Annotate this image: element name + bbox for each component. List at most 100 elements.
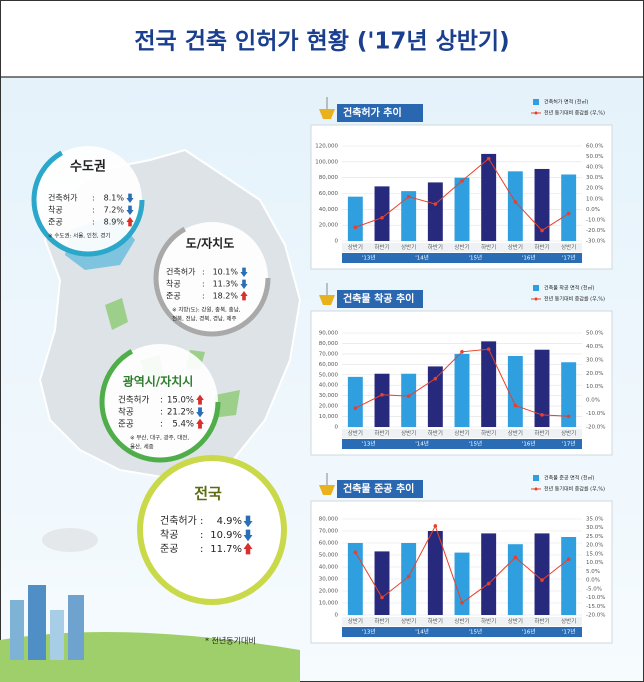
x-tick-label: 상반기 <box>454 243 469 251</box>
y-tick-label: 40,000 <box>319 207 339 213</box>
y-tick-label: 20,000 <box>319 404 339 410</box>
bar <box>401 373 417 427</box>
region-note: 전북, 전남, 경북, 경남, 제주 <box>172 315 237 323</box>
bowl-icon <box>319 109 335 119</box>
x-tick-label: 상반기 <box>508 243 523 251</box>
building <box>68 595 84 660</box>
y2-tick-label: 50.0% <box>586 331 603 337</box>
bar <box>534 533 550 615</box>
legend-swatch <box>533 285 539 291</box>
line-point <box>460 179 464 183</box>
row-label: 건축허가 <box>160 515 197 527</box>
x-tick-label: 상반기 <box>401 429 416 437</box>
legend-swatch <box>533 99 539 105</box>
year-label: '16년 <box>522 628 536 636</box>
y2-tick-label: 60.0% <box>586 144 603 150</box>
y2-tick-label: -20.0% <box>586 613 605 619</box>
map-metro <box>105 298 240 418</box>
y-tick-label: 0 <box>335 239 339 245</box>
row-value: 8.9% <box>104 218 125 227</box>
y-tick-label: 80,000 <box>319 341 339 347</box>
region-circle <box>31 143 145 257</box>
y-tick-label: 60,000 <box>319 191 339 197</box>
x-tick-label: 하반기 <box>481 617 496 625</box>
bar <box>561 362 577 427</box>
y-tick-label: 20,000 <box>319 223 339 229</box>
line-point <box>566 557 571 561</box>
header-band <box>1 1 643 77</box>
row-value: 8.1% <box>104 194 125 203</box>
legend-marker <box>534 487 538 491</box>
chart-title: 건축물 착공 추이 <box>343 292 414 305</box>
row-label: 착공 <box>118 408 134 418</box>
y2-tick-label: 10.0% <box>586 560 603 566</box>
y-tick-label: 0 <box>335 425 339 431</box>
year-label: '17년 <box>562 254 576 262</box>
row-label: 준공 <box>160 543 178 555</box>
y2-tick-label: -5.0% <box>586 586 602 592</box>
bar <box>454 353 470 427</box>
row-label: 준공 <box>48 218 63 227</box>
x-tick-label: 상반기 <box>401 243 416 251</box>
row-sep: : <box>92 218 95 227</box>
row-value: 10.1% <box>213 268 239 277</box>
bar <box>561 537 577 615</box>
bar <box>561 174 577 241</box>
category-row <box>342 243 582 252</box>
bar <box>374 186 390 241</box>
x-tick-label: 상반기 <box>401 617 416 625</box>
row-sep: : <box>202 280 205 289</box>
line-point <box>433 376 438 381</box>
year-label: '13년 <box>362 628 376 636</box>
panel-header <box>337 104 423 122</box>
y2-tick-label: -15.0% <box>586 604 605 610</box>
y2-tick-label: 25.0% <box>586 534 603 540</box>
y-tick-label: 80,000 <box>319 517 339 523</box>
y-tick-label: 80,000 <box>319 175 339 181</box>
region-title: 전국 <box>194 485 222 503</box>
y2-tick-label: 20.0% <box>586 371 603 377</box>
line-point <box>353 550 358 554</box>
bar <box>347 196 363 241</box>
arrow-down <box>126 193 134 204</box>
bar <box>427 531 443 615</box>
row-label: 준공 <box>166 292 181 301</box>
year-label: '15년 <box>469 440 483 448</box>
legend-label: 전년 동기대비 증감률 (우,%) <box>544 486 605 493</box>
arrow-down <box>240 279 248 290</box>
y-tick-label: 10,000 <box>319 601 339 607</box>
category-row <box>342 429 582 438</box>
bar <box>374 551 390 615</box>
year-label: '16년 <box>522 440 536 448</box>
line-point <box>380 215 384 220</box>
line-point <box>406 574 411 579</box>
legend-label: 건축물 준공 면적 (천㎡) <box>544 475 595 482</box>
line-point <box>513 200 518 204</box>
row-value: 21.2% <box>167 408 194 418</box>
legend-marker <box>534 111 538 115</box>
legend-label: 건축허가 면적 (천㎡) <box>544 99 588 106</box>
x-tick-label: 하반기 <box>374 243 389 251</box>
y-tick-label: 50,000 <box>319 553 339 559</box>
x-tick-label: 하반기 <box>428 429 443 437</box>
x-tick-label: 상반기 <box>454 617 469 625</box>
page-title: 전국 건축 인허가 현황 ('17년 상반기) <box>134 29 509 55</box>
y2-tick-label: -30.0% <box>586 239 605 245</box>
year-row <box>342 439 582 449</box>
year-label: '13년 <box>362 440 376 448</box>
year-label: '17년 <box>562 628 576 636</box>
x-tick-label: 하반기 <box>428 617 443 625</box>
region-note: ※ 부산, 대구, 광주, 대전, <box>130 434 189 442</box>
y-tick-label: 60,000 <box>319 362 339 368</box>
y-tick-label: 30,000 <box>319 393 339 399</box>
y-tick-label: 20,000 <box>319 589 339 595</box>
y2-tick-label: 30.0% <box>586 525 603 531</box>
line-point <box>433 202 438 206</box>
y2-tick-label: -10.0% <box>586 217 605 223</box>
y2-tick-label: 5.0% <box>586 569 600 575</box>
bowl-icon <box>319 485 335 495</box>
row-value: 7.2% <box>104 206 125 215</box>
x-tick-label: 하반기 <box>374 617 389 625</box>
bar <box>481 341 497 427</box>
